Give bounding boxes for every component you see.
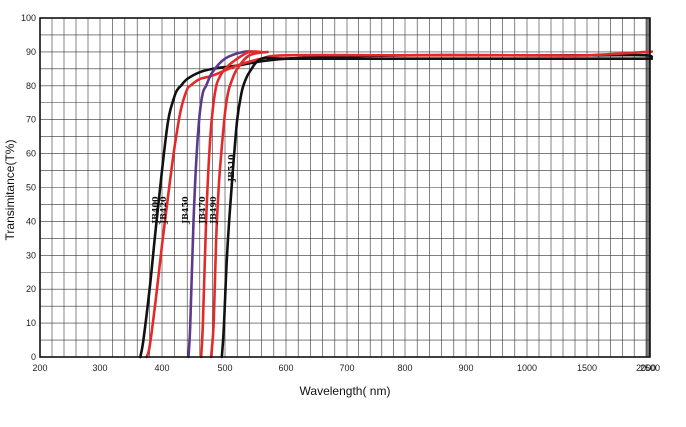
x-tick-label: 700 — [339, 363, 354, 373]
series-line-jb470 — [199, 50, 263, 359]
curve-label-jb470: JB470 — [197, 196, 207, 225]
y-tick-label: 20 — [26, 284, 36, 294]
series-line-jb490 — [209, 50, 269, 359]
x-tick-label: 200 — [32, 363, 47, 373]
curve-label-jb490: JB490 — [208, 196, 218, 225]
x-tick-label: 600 — [278, 363, 293, 373]
x-tick-label: 900 — [458, 363, 473, 373]
x-tick-label: 1000 — [517, 363, 537, 373]
curve-label-jb450: JB450 — [180, 196, 190, 225]
grid — [39, 17, 650, 358]
y-tick-label: 10 — [26, 318, 36, 328]
series-line-jb420 — [145, 50, 653, 359]
series-line-jb450 — [187, 50, 257, 359]
y-axis-title: Transimitance(T%) — [3, 140, 17, 241]
x-axis-title: Wavelength( nm) — [300, 384, 391, 398]
x-tick-label: 300 — [92, 363, 107, 373]
x-tick-label: 2000 — [636, 363, 656, 373]
y-tick-label: 70 — [26, 115, 36, 125]
x-tick-label: 2500 — [640, 363, 660, 373]
curve-label-jb400: JB400 — [150, 196, 160, 225]
series-line-jb510 — [220, 56, 653, 359]
x-tick-label: 1500 — [577, 363, 597, 373]
y-tick-label: 40 — [26, 216, 36, 226]
curve-label-jb510: JB510 — [226, 154, 236, 183]
y-tick-label: 0 — [31, 352, 36, 362]
y-tick-label: 50 — [26, 183, 36, 193]
curve-label-jb420: JB420 — [158, 196, 168, 225]
y-tick-label: 90 — [26, 47, 36, 57]
x-tick-label: 800 — [397, 363, 412, 373]
y-tick-label: 80 — [26, 81, 36, 91]
x-tick-label: 500 — [217, 363, 232, 373]
y-tick-label: 60 — [26, 149, 36, 159]
plot-frame — [39, 17, 651, 358]
y-tick-label: 30 — [26, 250, 36, 260]
y-tick-label: 100 — [21, 13, 36, 23]
series-layer — [139, 50, 653, 359]
y-tick-labels: 0 10 20 30 40 50 60 70 80 90 100 — [21, 13, 36, 362]
x-tick-label: 400 — [154, 363, 169, 373]
